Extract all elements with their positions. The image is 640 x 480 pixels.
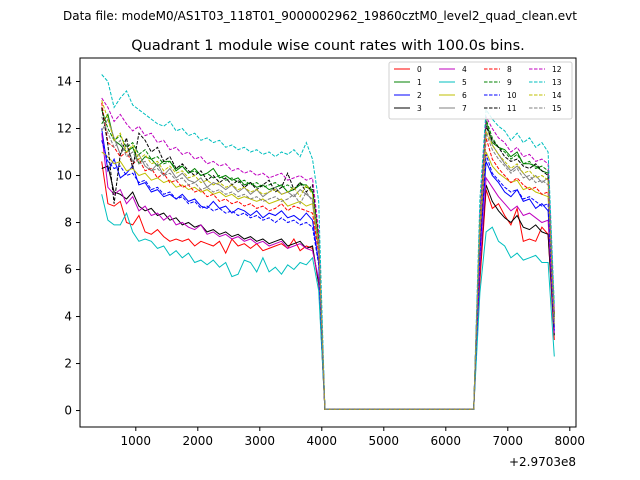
chart-suptitle: Data file: modeM0/AS1T03_118T01_90000029… (63, 9, 577, 23)
series-line-0 (101, 161, 555, 410)
legend-label-6: 6 (462, 91, 467, 100)
x-tick-label: 2000 (183, 434, 214, 448)
x-tick-label: 4000 (307, 434, 338, 448)
x-tick-label: 1000 (121, 434, 152, 448)
legend-label-4: 4 (462, 65, 467, 74)
y-tick-label: 0 (64, 404, 72, 418)
series-line-1 (101, 113, 555, 410)
legend-label-14: 14 (552, 91, 562, 100)
series-line-12 (101, 97, 555, 410)
legend-label-12: 12 (552, 65, 562, 74)
legend-label-15: 15 (552, 104, 562, 113)
series-line-2 (101, 128, 555, 410)
legend-label-0: 0 (417, 65, 422, 74)
series-lines (101, 74, 555, 410)
series-line-4 (101, 133, 555, 410)
legend-label-9: 9 (507, 78, 512, 87)
x-tick-label: 8000 (555, 434, 586, 448)
plot-frame (79, 57, 577, 428)
x-offset-label: +2.9703e8 (509, 455, 576, 469)
legend-label-13: 13 (552, 78, 562, 87)
y-tick-label: 6 (64, 263, 72, 277)
y-tick-label: 4 (64, 310, 72, 324)
x-tick-label: 6000 (431, 434, 462, 448)
legend-label-1: 1 (417, 78, 422, 87)
legend-label-5: 5 (462, 78, 467, 87)
legend-label-7: 7 (462, 104, 467, 113)
x-tick-label: 5000 (369, 434, 400, 448)
y-tick-label: 2 (64, 357, 72, 371)
y-tick-label: 12 (57, 122, 72, 136)
x-tick-label: 3000 (245, 434, 276, 448)
legend-label-3: 3 (417, 104, 422, 113)
axes: 1000 2000 3000 4000 5000 6000 7000 800002468101… (57, 57, 586, 448)
legend-frame (388, 61, 573, 120)
series-line-3 (101, 165, 555, 410)
series-line-15 (101, 116, 555, 410)
x-tick-label: 7000 (493, 434, 524, 448)
legend-label-8: 8 (507, 65, 512, 74)
chart-title: Quadrant 1 module wise count rates with … (131, 38, 525, 54)
y-tick-label: 10 (57, 169, 72, 183)
legend-label-10: 10 (507, 91, 517, 100)
y-tick-label: 8 (64, 216, 72, 230)
legend-label-2: 2 (417, 91, 422, 100)
y-tick-label: 14 (57, 75, 72, 89)
legend-label-11: 11 (507, 104, 517, 113)
series-line-5 (101, 194, 555, 410)
series-line-14 (101, 100, 555, 410)
